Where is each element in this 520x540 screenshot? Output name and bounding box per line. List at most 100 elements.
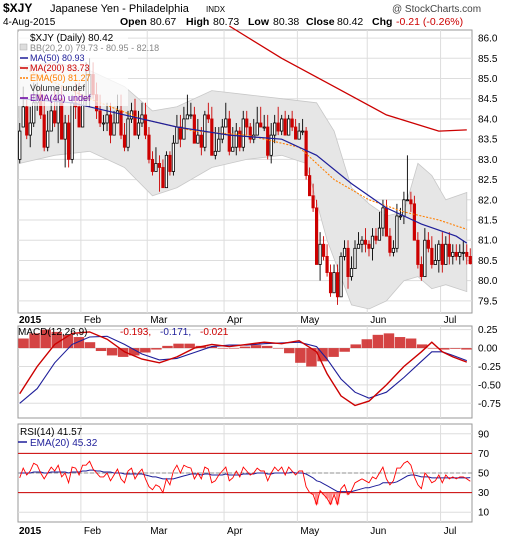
candle-body bbox=[248, 126, 252, 140]
candle-body bbox=[287, 118, 291, 136]
rsi-line bbox=[19, 460, 471, 507]
watermark: @ StockCharts.com bbox=[392, 4, 481, 15]
macd-histogram-bar bbox=[306, 348, 317, 367]
candle-body bbox=[126, 118, 130, 148]
rsi-oversold-fill bbox=[335, 492, 340, 505]
candle-body bbox=[356, 243, 361, 249]
macd-histogram-bar bbox=[106, 348, 118, 356]
rsi-oversold-fill bbox=[325, 492, 329, 499]
rsi-tick-label: 70 bbox=[478, 449, 490, 460]
date-label: 4-Aug-2015 bbox=[3, 17, 56, 28]
macd-histogram-bar bbox=[73, 337, 85, 349]
x-tick-label: Apr bbox=[227, 526, 243, 537]
candle-body bbox=[49, 110, 53, 132]
low-label: Low bbox=[248, 16, 270, 28]
candle-body bbox=[262, 126, 266, 129]
rsi-panel: 90705030102015FebMarAprMayJunJulAug bbox=[17, 423, 490, 537]
candle-body bbox=[419, 264, 423, 278]
candle-body bbox=[269, 134, 273, 156]
candle-body bbox=[416, 239, 420, 265]
candle-body bbox=[122, 134, 127, 148]
candle-body bbox=[325, 255, 329, 273]
candle-body bbox=[241, 118, 245, 148]
rsi-tick-label: 30 bbox=[478, 488, 490, 499]
candle-body bbox=[147, 134, 151, 160]
legend-main: $XJY (Daily) 80.42 bbox=[30, 33, 114, 44]
candle-body bbox=[370, 235, 375, 249]
candle-body bbox=[136, 122, 141, 136]
candle-body bbox=[67, 122, 71, 160]
candle-body bbox=[206, 114, 210, 120]
price-tick-label: 85.0 bbox=[478, 74, 498, 85]
macd-histogram-bar bbox=[228, 348, 240, 349]
rsi-oversold-fill bbox=[314, 492, 319, 505]
candle-body bbox=[154, 163, 158, 172]
macd-histogram-bar bbox=[40, 329, 51, 349]
candle-body bbox=[196, 134, 200, 144]
candle-body bbox=[465, 251, 469, 257]
macd-histogram-bar bbox=[117, 348, 129, 357]
open-value: 80.67 bbox=[150, 16, 176, 28]
candle-body bbox=[105, 114, 109, 124]
macd-histogram-bar bbox=[129, 348, 140, 356]
macd-histogram-bar bbox=[261, 345, 273, 349]
price-legend-bg bbox=[18, 32, 128, 106]
candle-body bbox=[231, 146, 235, 152]
macd-histogram-bar bbox=[140, 348, 151, 353]
macd-histogram-bar bbox=[461, 348, 472, 350]
candle-body bbox=[108, 114, 113, 136]
candle-body bbox=[328, 272, 333, 294]
candle-body bbox=[224, 118, 228, 128]
candle-body bbox=[433, 260, 437, 265]
candle-body bbox=[308, 175, 312, 197]
x-tick-label: Jun bbox=[370, 526, 386, 537]
macd-histogram-bar bbox=[173, 343, 184, 349]
rsi-oversold-fill bbox=[321, 492, 326, 495]
candle-body bbox=[461, 251, 465, 254]
candle-body bbox=[143, 114, 148, 136]
legend-ma200: MA(200) 83.73 bbox=[30, 63, 90, 73]
candle-body bbox=[398, 215, 403, 218]
candle-body bbox=[245, 118, 249, 128]
candle-body bbox=[451, 251, 455, 257]
high-value: 80.73 bbox=[213, 16, 239, 28]
candle-body bbox=[346, 247, 350, 278]
candle-body bbox=[273, 122, 277, 136]
x-tick-label: May bbox=[300, 526, 319, 537]
macd-histogram-bar bbox=[383, 333, 395, 349]
low-value: 80.38 bbox=[273, 16, 299, 28]
candle-body bbox=[77, 106, 81, 128]
macd-histogram-bar bbox=[239, 346, 251, 349]
macd-histogram-bar bbox=[151, 348, 162, 350]
macd-panel: 0.25 0.00 -0.25 -0.50 -0.75 bbox=[17, 325, 501, 419]
legend-markers bbox=[19, 43, 28, 99]
candle-body bbox=[342, 247, 347, 257]
macd-histogram-bar bbox=[95, 348, 107, 352]
macd-histogram-bar bbox=[84, 342, 96, 349]
macd-legend-v3: -0.021 bbox=[200, 327, 229, 338]
candle-body bbox=[447, 243, 451, 257]
candle-body bbox=[444, 243, 448, 265]
candle-body bbox=[46, 130, 50, 148]
rsi-oversold-fill bbox=[311, 492, 315, 495]
price-tick-label: 83.5 bbox=[478, 135, 498, 146]
instrument-name: Japanese Yen - Philadelphia bbox=[50, 3, 190, 15]
candle-body bbox=[238, 130, 242, 148]
x-tick-label: Apr bbox=[227, 315, 243, 326]
macd-histogram-bar bbox=[339, 348, 350, 352]
candle-body bbox=[339, 255, 343, 298]
x-tick-label: Mar bbox=[150, 526, 168, 537]
price-tick-label: 81.5 bbox=[478, 216, 498, 227]
macd-legend-v2: -0.171, bbox=[160, 327, 191, 338]
candle-body bbox=[213, 150, 217, 156]
candle-body bbox=[458, 251, 462, 257]
chg-value: -0.21 (-0.26%) bbox=[396, 16, 463, 28]
price-tick-label: 79.5 bbox=[478, 296, 498, 307]
macd-histogram-bar bbox=[250, 345, 262, 349]
macd-histogram-bar bbox=[162, 345, 173, 349]
chg-label: Chg bbox=[372, 16, 392, 28]
macd-tick-label: -0.50 bbox=[478, 380, 501, 391]
macd-histogram-bar bbox=[217, 348, 229, 349]
x-tick-label: Feb bbox=[84, 526, 102, 537]
price-tick-label: 82.5 bbox=[478, 175, 498, 186]
